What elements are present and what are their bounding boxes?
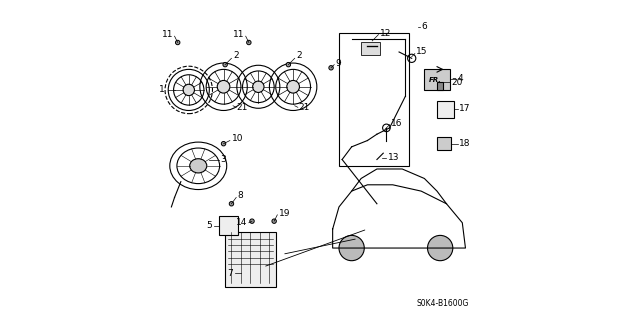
- Text: 14: 14: [236, 218, 247, 227]
- Bar: [437, 137, 451, 150]
- Text: 13: 13: [388, 153, 399, 162]
- Circle shape: [329, 66, 333, 70]
- Text: 8: 8: [238, 191, 244, 200]
- Circle shape: [253, 81, 264, 93]
- FancyBboxPatch shape: [225, 232, 276, 286]
- Bar: [437, 101, 454, 118]
- Text: 5: 5: [207, 221, 212, 230]
- Text: 18: 18: [459, 139, 470, 148]
- Text: 15: 15: [417, 48, 428, 56]
- Text: S0K4-B1600G: S0K4-B1600G: [416, 299, 468, 308]
- Text: 2: 2: [233, 51, 239, 60]
- Text: 1: 1: [159, 85, 165, 94]
- Text: 9: 9: [336, 59, 342, 68]
- Circle shape: [221, 141, 226, 146]
- Text: 12: 12: [380, 28, 392, 38]
- Circle shape: [250, 219, 254, 223]
- Text: FR.: FR.: [429, 77, 442, 83]
- Circle shape: [428, 235, 453, 261]
- Text: 11: 11: [232, 30, 244, 39]
- Circle shape: [339, 235, 364, 261]
- Text: 2: 2: [296, 51, 302, 60]
- Text: 3: 3: [220, 155, 226, 164]
- Text: 20: 20: [451, 78, 463, 86]
- Text: 7: 7: [227, 269, 233, 278]
- Ellipse shape: [189, 159, 207, 173]
- Text: 21: 21: [298, 103, 309, 112]
- Circle shape: [286, 63, 291, 67]
- Bar: [339, 33, 408, 166]
- Text: 10: 10: [232, 134, 243, 144]
- Bar: [424, 69, 450, 90]
- Circle shape: [217, 80, 230, 93]
- Text: 4: 4: [458, 74, 463, 83]
- Circle shape: [175, 40, 180, 45]
- Text: 11: 11: [161, 30, 173, 39]
- Circle shape: [287, 80, 300, 93]
- Circle shape: [246, 40, 251, 45]
- Text: 21: 21: [236, 103, 248, 112]
- Circle shape: [223, 63, 227, 67]
- Circle shape: [229, 202, 234, 206]
- Circle shape: [183, 84, 195, 96]
- Bar: [361, 42, 380, 55]
- Circle shape: [272, 219, 276, 223]
- Bar: [219, 216, 238, 235]
- Bar: [437, 82, 444, 90]
- Text: 6: 6: [421, 22, 427, 31]
- Text: 17: 17: [459, 104, 470, 113]
- Text: 19: 19: [279, 209, 291, 218]
- Text: 16: 16: [391, 119, 403, 128]
